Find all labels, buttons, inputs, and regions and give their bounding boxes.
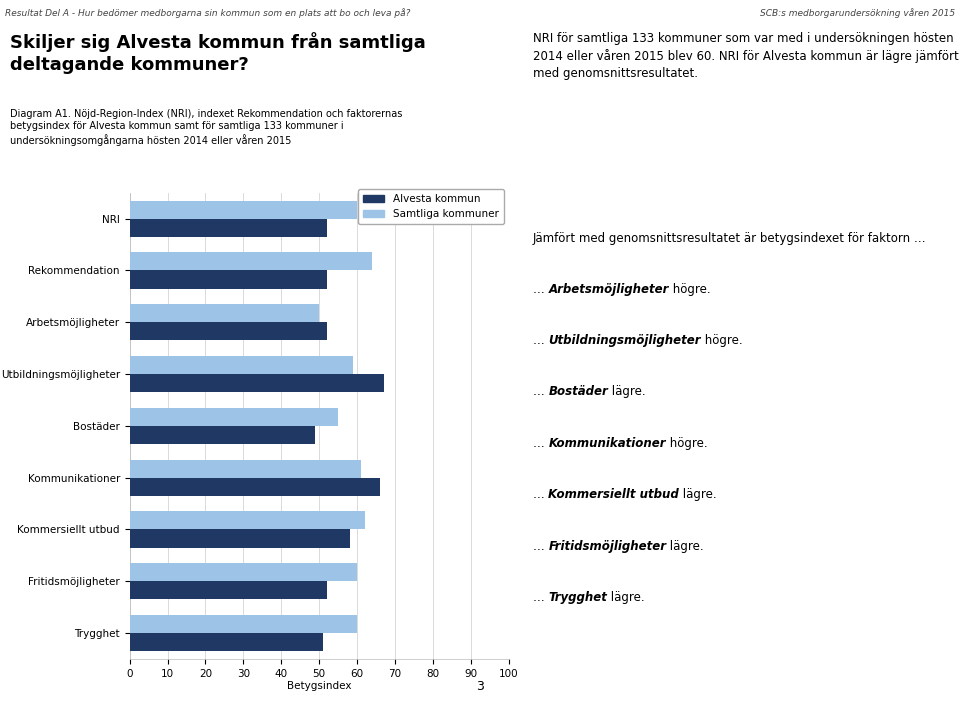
X-axis label: Betygsindex: Betygsindex [287, 681, 351, 691]
Text: lägre.: lägre. [679, 489, 717, 501]
Text: högre.: högre. [669, 283, 710, 296]
Text: lägre.: lägre. [608, 386, 646, 398]
Text: …: … [533, 540, 548, 552]
Text: Trygghet: Trygghet [548, 591, 607, 604]
Bar [130, 356, 353, 374]
Bar [130, 563, 357, 581]
Bar [130, 200, 357, 219]
Text: Bostäder: Bostäder [548, 386, 608, 398]
Text: …: … [533, 386, 548, 398]
Text: …: … [533, 283, 548, 296]
Legend: Alvesta kommun, Samtliga kommuner: Alvesta kommun, Samtliga kommuner [358, 189, 504, 224]
Text: Jämfört med genomsnittsresultatet är betygsindexet för faktorn …: Jämfört med genomsnittsresultatet är bet… [533, 232, 926, 245]
Text: 3: 3 [476, 681, 484, 693]
Text: Resultat Del A - Hur bedömer medborgarna sin kommun som en plats att bo och leva: Resultat Del A - Hur bedömer medborgarna… [5, 8, 410, 18]
Bar [130, 304, 319, 322]
Text: högre.: högre. [666, 437, 708, 450]
Bar [130, 615, 357, 633]
Bar [130, 511, 365, 529]
Text: Utbildningsmöjligheter: Utbildningsmöjligheter [548, 334, 701, 347]
Text: Skiljer sig Alvesta kommun från samtliga
deltagande kommuner?: Skiljer sig Alvesta kommun från samtliga… [10, 32, 425, 74]
Text: …: … [533, 591, 548, 604]
Text: Arbetsmöjligheter: Arbetsmöjligheter [548, 283, 669, 296]
Text: högre.: högre. [701, 334, 742, 347]
Bar [130, 477, 380, 496]
Text: NRI för samtliga 133 kommuner som var med i undersökningen hösten
2014 eller vår: NRI för samtliga 133 kommuner som var me… [533, 32, 958, 80]
Bar [130, 252, 372, 271]
Text: SCB:s medborgarundersökning våren 2015: SCB:s medborgarundersökning våren 2015 [760, 8, 955, 18]
Bar [130, 460, 361, 477]
Bar [130, 408, 338, 426]
Text: Diagram A1. Nöjd-Region-Index (NRI), indexet Rekommendation och faktorernas
bety: Diagram A1. Nöjd-Region-Index (NRI), ind… [10, 109, 402, 146]
Bar [130, 529, 349, 547]
Text: …: … [533, 437, 548, 450]
Text: lägre.: lägre. [607, 591, 645, 604]
Bar [130, 271, 326, 289]
Text: lägre.: lägre. [666, 540, 704, 552]
Bar [130, 219, 326, 237]
Text: …: … [533, 489, 548, 501]
Text: Kommunikationer: Kommunikationer [548, 437, 666, 450]
Text: …: … [533, 334, 548, 347]
Bar [130, 322, 326, 341]
Text: Fritidsmöjligheter: Fritidsmöjligheter [548, 540, 666, 552]
Text: Kommersiellt utbud: Kommersiellt utbud [548, 489, 679, 501]
Bar [130, 426, 316, 444]
Bar [130, 633, 323, 651]
Bar [130, 374, 384, 392]
Bar [130, 581, 326, 599]
